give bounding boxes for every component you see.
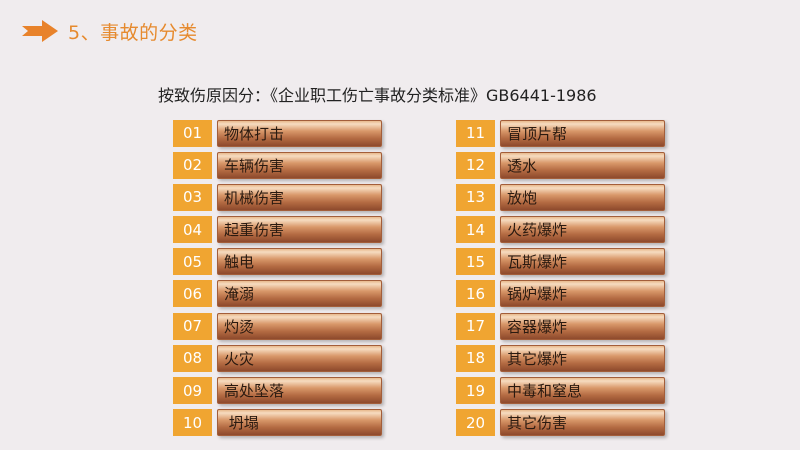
item-number: 13 <box>456 183 495 211</box>
item-number: 15 <box>456 248 495 276</box>
list-item: 16 锅炉爆炸 <box>456 280 670 308</box>
item-number: 14 <box>456 216 495 244</box>
item-label: 放炮 <box>500 183 665 211</box>
item-number: 17 <box>456 312 495 340</box>
item-label: 冒顶片帮 <box>500 119 665 147</box>
item-label: 坍塌 <box>217 409 382 437</box>
item-label: 其它爆炸 <box>500 344 665 372</box>
list-item: 01 物体打击 <box>173 119 387 147</box>
list-item: 10 坍塌 <box>173 409 387 437</box>
item-number: 04 <box>173 216 212 244</box>
item-label: 中毒和窒息 <box>500 377 665 404</box>
item-label: 其它伤害 <box>500 409 665 437</box>
item-label: 灼烫 <box>217 312 382 340</box>
item-number: 20 <box>456 409 495 437</box>
item-number: 11 <box>456 119 495 147</box>
list-item: 09 高处坠落 <box>173 377 387 405</box>
item-number: 10 <box>173 409 212 437</box>
list-item: 15 瓦斯爆炸 <box>456 248 670 276</box>
item-number: 12 <box>456 151 495 179</box>
list-item: 06 淹溺 <box>173 280 387 308</box>
list-item: 18 其它爆炸 <box>456 344 670 372</box>
item-number: 02 <box>173 151 212 179</box>
list-item: 11 冒顶片帮 <box>456 119 670 147</box>
item-number: 06 <box>173 280 212 308</box>
list-item: 07 灼烫 <box>173 312 387 340</box>
list-item: 02 车辆伤害 <box>173 151 387 179</box>
item-number: 07 <box>173 312 212 340</box>
category-list-right: 11 冒顶片帮 12 透水 13 放炮 14 火药爆炸 15 瓦斯爆炸 16 锅炉爆炸 17… <box>456 119 670 441</box>
item-label: 淹溺 <box>217 280 382 308</box>
item-number: 09 <box>173 377 212 404</box>
item-label: 高处坠落 <box>217 377 382 404</box>
item-label: 触电 <box>217 248 382 276</box>
slide-title: 5、事故的分类 <box>68 21 198 44</box>
list-item: 08 火灾 <box>173 344 387 372</box>
list-item: 13 放炮 <box>456 183 670 211</box>
item-label: 机械伤害 <box>217 183 382 211</box>
list-item: 19 中毒和窒息 <box>456 377 670 405</box>
list-item: 14 火药爆炸 <box>456 216 670 244</box>
arrow-right-icon <box>22 20 58 42</box>
item-number: 05 <box>173 248 212 276</box>
item-label: 透水 <box>500 151 665 179</box>
list-item: 17 容器爆炸 <box>456 312 670 340</box>
item-label: 起重伤害 <box>217 216 382 244</box>
list-item: 04 起重伤害 <box>173 216 387 244</box>
item-label: 火灾 <box>217 344 382 372</box>
item-number: 19 <box>456 377 495 404</box>
item-number: 08 <box>173 344 212 372</box>
item-label: 车辆伤害 <box>217 151 382 179</box>
list-item: 20 其它伤害 <box>456 409 670 437</box>
category-list-left: 01 物体打击 02 车辆伤害 03 机械伤害 04 起重伤害 05 触电 06 淹溺 07… <box>173 119 387 441</box>
item-label: 锅炉爆炸 <box>500 280 665 308</box>
list-item: 05 触电 <box>173 248 387 276</box>
item-number: 03 <box>173 183 212 211</box>
slide-header: 5、事故的分类 <box>22 14 198 48</box>
item-number: 18 <box>456 344 495 372</box>
item-label: 物体打击 <box>217 119 382 147</box>
item-number: 01 <box>173 119 212 147</box>
list-item: 03 机械伤害 <box>173 183 387 211</box>
subtitle: 按致伤原因分：《企业职工伤亡事故分类标准》GB6441-1986 <box>158 86 597 105</box>
item-label: 火药爆炸 <box>500 216 665 244</box>
list-item: 12 透水 <box>456 151 670 179</box>
item-label: 瓦斯爆炸 <box>500 248 665 276</box>
item-number: 16 <box>456 280 495 308</box>
item-label: 容器爆炸 <box>500 312 665 340</box>
